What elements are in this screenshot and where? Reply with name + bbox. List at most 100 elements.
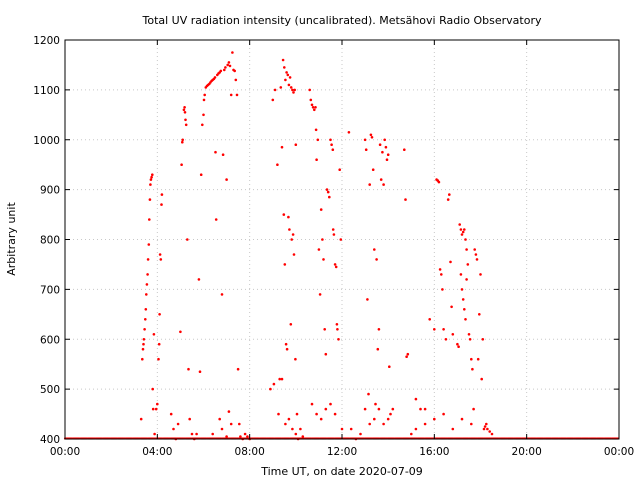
data-point <box>227 410 231 413</box>
data-point <box>442 412 445 416</box>
data-point <box>336 328 339 331</box>
data-point <box>315 158 318 161</box>
data-point <box>221 153 225 156</box>
data-point <box>460 288 464 291</box>
data-point <box>468 338 472 341</box>
data-point <box>440 273 443 276</box>
data-point <box>377 407 381 411</box>
data-point <box>299 427 302 431</box>
data-point <box>467 333 471 336</box>
data-point <box>203 93 206 97</box>
data-point <box>284 422 287 426</box>
data-point <box>281 58 285 62</box>
data-point <box>169 412 173 416</box>
data-point <box>280 145 284 149</box>
data-point <box>460 233 464 236</box>
data-point <box>359 432 362 436</box>
x-tick-label: 16:00 <box>419 446 449 458</box>
data-point <box>288 76 292 79</box>
data-point <box>148 218 151 221</box>
data-point <box>153 432 156 436</box>
data-point <box>448 193 451 196</box>
data-point <box>292 91 295 94</box>
data-point <box>160 193 164 196</box>
chart-title: Total UV radiation intensity (uncalibrat… <box>142 14 542 27</box>
data-point <box>143 328 146 331</box>
data-point <box>236 367 240 371</box>
data-point <box>184 123 188 127</box>
data-point <box>473 248 477 251</box>
data-point <box>324 352 328 356</box>
data-point <box>405 355 408 359</box>
data-point <box>225 435 228 438</box>
data-point <box>160 203 163 206</box>
data-point <box>197 278 201 281</box>
data-point <box>347 131 351 134</box>
data-point <box>202 98 206 102</box>
data-point <box>488 430 492 433</box>
data-point <box>368 183 372 186</box>
data-point <box>366 298 369 301</box>
data-point <box>323 328 327 331</box>
data-point <box>291 233 295 236</box>
data-point <box>472 407 475 411</box>
data-point <box>202 113 205 117</box>
data-point <box>371 168 375 171</box>
data-point <box>325 188 329 191</box>
data-point <box>271 98 275 102</box>
data-point <box>280 377 284 381</box>
data-point <box>154 407 158 411</box>
data-point <box>282 213 286 216</box>
data-point <box>338 168 342 171</box>
data-point <box>156 402 159 406</box>
data-point <box>458 223 462 226</box>
data-point <box>145 283 149 286</box>
data-point <box>328 195 331 199</box>
data-point <box>449 260 452 264</box>
data-point <box>349 427 353 431</box>
data-point <box>385 158 389 161</box>
data-point <box>367 392 370 396</box>
data-point <box>314 106 317 109</box>
data-point <box>315 412 318 416</box>
data-point <box>172 427 175 431</box>
data-point <box>460 417 464 421</box>
data-point <box>152 333 156 336</box>
data-point <box>404 198 407 201</box>
data-point <box>332 233 336 236</box>
data-point <box>214 218 218 221</box>
data-point <box>224 66 227 69</box>
data-point <box>150 175 153 179</box>
data-point <box>219 69 223 73</box>
data-point <box>151 407 155 411</box>
data-point <box>184 118 187 122</box>
data-point <box>214 150 217 154</box>
data-point <box>295 412 299 416</box>
data-point <box>159 258 163 261</box>
data-point <box>334 265 338 269</box>
data-point <box>146 273 149 276</box>
data-point <box>423 407 427 411</box>
y-tick-labels: 400 500 600 700 800 900 1000 1100 1200 <box>33 35 60 446</box>
data-point <box>331 228 335 231</box>
data-point <box>461 298 465 301</box>
data-point <box>144 318 147 321</box>
data-point <box>414 397 418 401</box>
axis-ticks <box>64 39 620 440</box>
data-point <box>471 367 474 371</box>
data-point <box>363 138 367 142</box>
x-axis-title: Time UT, on date 2020-07-09 <box>260 465 423 478</box>
y-tick-label: 400 <box>40 434 60 446</box>
data-point <box>317 248 321 251</box>
data-point <box>287 83 291 87</box>
data-point <box>335 323 339 326</box>
data-point <box>368 422 372 426</box>
data-point <box>465 248 468 251</box>
data-point <box>373 417 376 421</box>
y-tick-label: 600 <box>40 334 60 346</box>
data-point <box>381 150 384 154</box>
data-point <box>388 365 391 369</box>
data-point <box>442 328 445 331</box>
data-point <box>476 357 480 361</box>
